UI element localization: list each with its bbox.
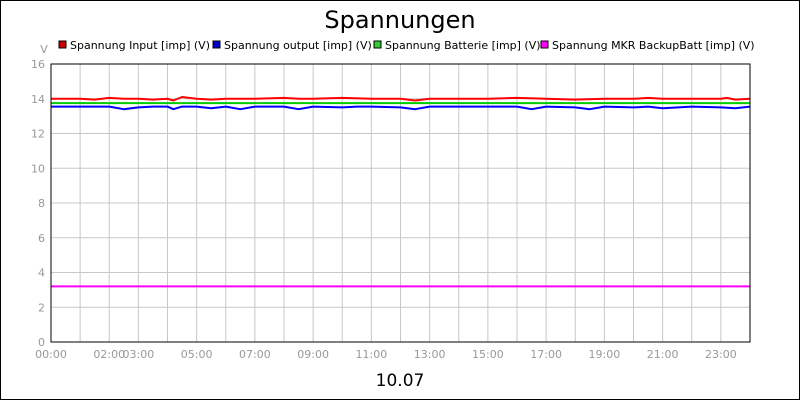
chart-title: Spannungen <box>324 6 475 34</box>
series-layer <box>51 96 751 288</box>
x-tick-label: 13:00 <box>414 348 446 361</box>
legend-swatch <box>212 40 221 49</box>
grid <box>50 63 751 343</box>
y-tick-label: 10 <box>31 162 45 175</box>
y-tick-label: 8 <box>38 197 45 210</box>
x-tick-label: 19:00 <box>589 348 621 361</box>
series-line-2 <box>51 105 751 111</box>
x-tick-label: 23:00 <box>705 348 737 361</box>
x-tick-label: 00:00 <box>35 348 67 361</box>
y-tick-label: 16 <box>31 58 45 71</box>
plot-border <box>50 63 751 343</box>
x-tick-label: 15:00 <box>472 348 504 361</box>
y-tick-label: 2 <box>38 301 45 314</box>
series-line-1 <box>51 96 751 102</box>
legend: Spannung Input [imp] (V) Spannung output … <box>58 39 755 52</box>
x-tick-label: 11:00 <box>356 348 388 361</box>
legend-label: Spannung MKR BackupBatt [imp] (V) <box>552 39 755 52</box>
x-tick-label: 09:00 <box>297 348 329 361</box>
x-tick-label: 05:00 <box>181 348 213 361</box>
legend-swatch <box>540 40 549 49</box>
legend-label: Spannung Input [imp] (V) <box>70 39 210 52</box>
y-axis-label: V <box>40 43 48 56</box>
x-tick-label: 07:00 <box>239 348 271 361</box>
x-tick-label: 02:00 <box>93 348 125 361</box>
legend-label: Spannung Batterie [imp] (V) <box>385 39 541 52</box>
y-tick-label: 6 <box>38 232 45 245</box>
legend-swatch <box>58 40 67 49</box>
legend-label: Spannung output [imp] (V) <box>224 39 372 52</box>
legend-swatch <box>373 40 382 49</box>
x-tick-label: 03:00 <box>123 348 155 361</box>
y-tick-label: 0 <box>38 336 45 349</box>
y-axis-ticks: 0 2 4 6 8 10 12 14 16 <box>31 58 45 349</box>
y-tick-label: 4 <box>38 267 45 280</box>
y-tick-label: 14 <box>31 93 45 106</box>
x-axis-label: 10.07 <box>376 371 425 391</box>
x-tick-label: 17:00 <box>530 348 562 361</box>
y-tick-label: 12 <box>31 128 45 141</box>
x-tick-label: 21:00 <box>647 348 679 361</box>
